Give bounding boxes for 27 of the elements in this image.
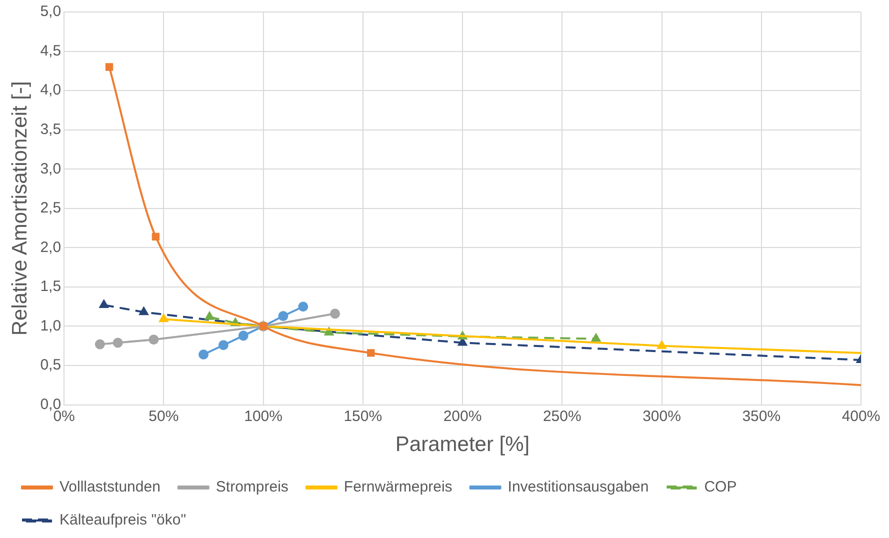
legend-label: Volllaststunden bbox=[60, 478, 160, 496]
x-tick-label: 0% bbox=[53, 408, 75, 425]
legend-label: COP bbox=[704, 478, 737, 496]
x-axis-title: Parameter [%] bbox=[395, 433, 530, 456]
y-tick-label: 5,0 bbox=[40, 3, 62, 20]
y-tick-label: 0,5 bbox=[40, 356, 62, 374]
y-tick-label: 2,5 bbox=[40, 200, 62, 217]
y-tick-label: 4,0 bbox=[40, 82, 62, 99]
x-tick-label: 250% bbox=[542, 408, 582, 425]
x-tick-label: 150% bbox=[344, 408, 382, 425]
y-axis-title: Relative Amortisationzeit [-] bbox=[8, 81, 32, 336]
y-tick-label: 2,0 bbox=[40, 238, 62, 256]
x-tick-label: 300% bbox=[642, 408, 681, 425]
x-tick-label: 350% bbox=[742, 408, 781, 425]
y-tick-label: 3,5 bbox=[40, 120, 62, 138]
legend-label: Investitionsausgaben bbox=[508, 478, 649, 496]
legend-label: Kälteaufpreis "öko" bbox=[60, 512, 186, 529]
x-tick-label: 100% bbox=[244, 408, 282, 425]
x-tick-label: 50% bbox=[148, 408, 179, 425]
y-tick-label: 1,5 bbox=[40, 278, 62, 296]
legend-label: Fernwärmepreis bbox=[344, 478, 452, 496]
y-tick-label: 4,5 bbox=[40, 42, 62, 60]
y-tick-label: 3,0 bbox=[40, 160, 62, 178]
y-tick-label: 1,0 bbox=[40, 317, 62, 334]
x-tick-label: 400% bbox=[842, 408, 880, 425]
legend-label: Strompreis bbox=[216, 478, 288, 496]
x-tick-label: 200% bbox=[443, 408, 482, 425]
